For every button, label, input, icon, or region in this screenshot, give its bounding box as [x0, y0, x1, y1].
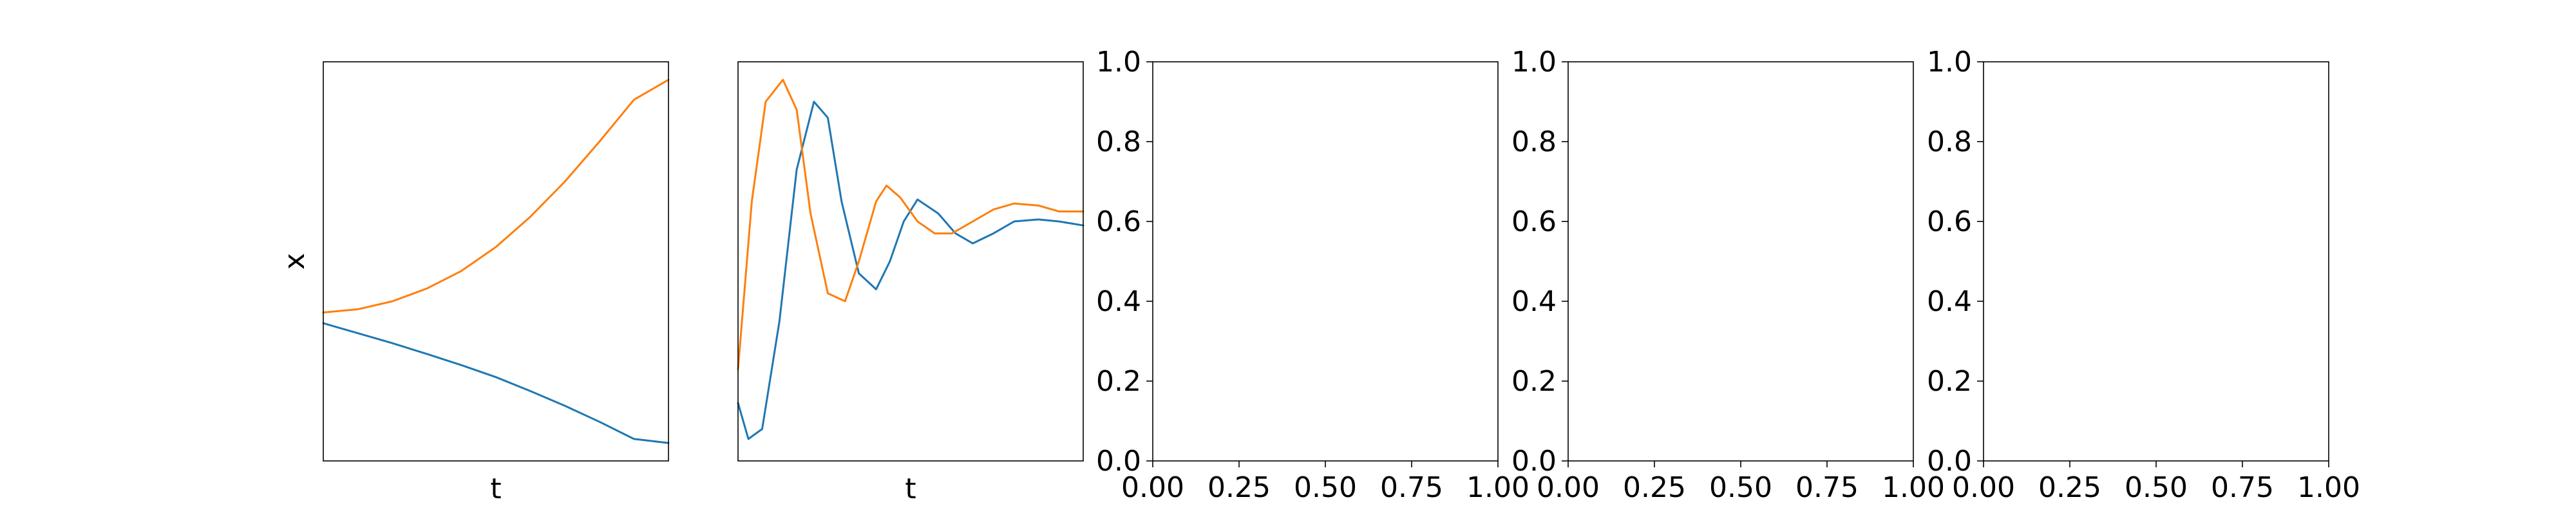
y-axis-label: x: [278, 253, 311, 270]
y-tick-label: 1.0: [1927, 46, 1972, 79]
y-tick-label: 1.0: [1511, 46, 1557, 79]
y-tick-label: 0.0: [1511, 445, 1557, 478]
y-tick-label: 0.6: [1927, 205, 1972, 238]
x-tick-label: 0.75: [2211, 471, 2274, 504]
y-tick-label: 0.2: [1096, 365, 1141, 398]
series-line-1: [322, 322, 670, 444]
series-line-1: [737, 100, 1084, 440]
x-tick-label: 0.75: [1380, 471, 1443, 504]
subplot-2: t: [737, 61, 1084, 505]
y-tick-label: 0.6: [1511, 205, 1557, 238]
series-line-2: [737, 79, 1084, 370]
axes-frame: [1152, 61, 1499, 462]
x-tick-label: 0.00: [1537, 471, 1600, 504]
y-tick-label: 0.8: [1927, 126, 1972, 158]
y-tick-label: 0.4: [1927, 285, 1972, 318]
x-tick-label: 0.50: [1709, 471, 1772, 504]
y-tick-label: 0.4: [1096, 285, 1141, 318]
y-tick-label: 0.2: [1511, 365, 1557, 398]
x-tick-label: 0.50: [2125, 471, 2188, 504]
y-tick-label: 1.0: [1096, 46, 1141, 79]
subplot-3: 0.00 0.25 0.50 0.75 1.00 0.0 0.2 0.4 0.6 0.8 1.0: [1096, 46, 1530, 504]
x-tick-label: 0.75: [1795, 471, 1859, 504]
x-tick-label: 0.00: [1952, 471, 2015, 504]
x-tick-label: 0.25: [1208, 471, 1271, 504]
subplot-5: 0.00 0.25 0.50 0.75 1.00 0.0 0.2 0.4 0.6 0.8 1.0: [1927, 46, 2360, 504]
axes-frame: [1983, 61, 2329, 462]
y-tick-label: 0.4: [1511, 285, 1557, 318]
axes-frame: [1567, 61, 1914, 462]
series-line-2: [322, 79, 670, 314]
axes-frame: [323, 61, 669, 462]
y-tick-label: 0.8: [1511, 126, 1557, 158]
x-tick-label: 0.00: [1121, 471, 1184, 504]
y-tick-label: 0.0: [1927, 445, 1972, 478]
x-tick-label: 1.00: [1466, 471, 1530, 504]
x-tick-label: 0.25: [1623, 471, 1686, 504]
y-tick-label: 0.0: [1096, 445, 1141, 478]
y-tick-label: 0.8: [1096, 126, 1141, 158]
y-tick-label: 0.2: [1927, 365, 1972, 398]
subplot-4: 0.00 0.25 0.50 0.75 1.00 0.0 0.2 0.4 0.6 0.8 1.0: [1511, 46, 1945, 504]
x-tick-label: 1.00: [1882, 471, 1945, 504]
x-axis-label: t: [905, 473, 916, 505]
y-tick-label: 0.6: [1096, 205, 1141, 238]
x-tick-label: 1.00: [2297, 471, 2360, 504]
x-tick-label: 0.25: [2038, 471, 2101, 504]
x-axis-label: t: [490, 473, 501, 505]
axes-frame: [737, 61, 1084, 462]
x-tick-label: 0.50: [1294, 471, 1357, 504]
subplot-1: tx: [278, 61, 670, 505]
